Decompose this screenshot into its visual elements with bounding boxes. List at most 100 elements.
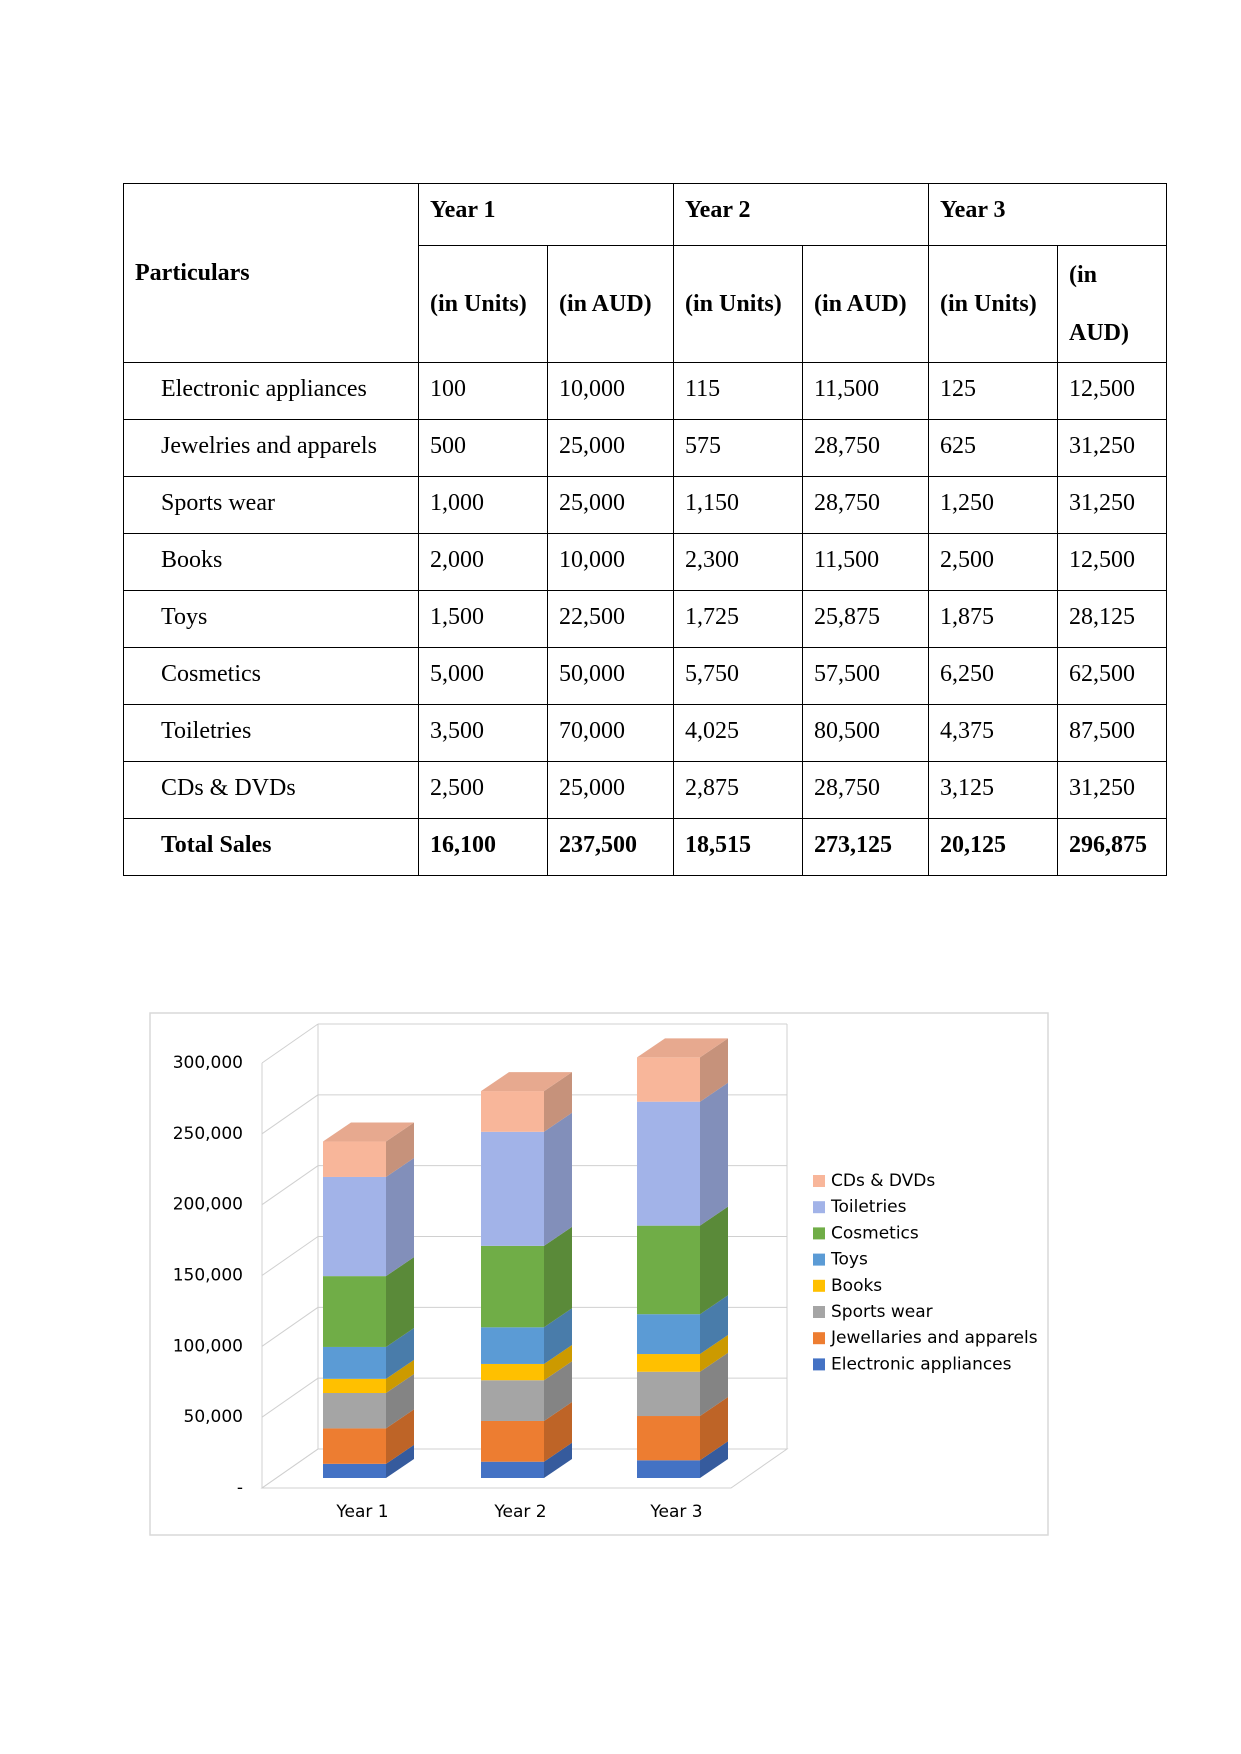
bar-segment [481,1131,544,1246]
table-cell: Sports wear [123,476,419,534]
table-cell: 575 [673,419,803,477]
table-cell: 31,250 [1057,761,1167,819]
legend-swatch [813,1227,825,1240]
table-cell: 50,000 [547,647,674,705]
bar-segment [481,1420,544,1462]
bar-segment [323,1141,386,1177]
bar-segment [637,1416,700,1461]
table-cell: 6,250 [928,647,1058,705]
legend-swatch [813,1175,825,1187]
bar-side [700,1441,728,1478]
bar-side [700,1206,728,1315]
table-cell: CDs & DVDs [123,761,419,819]
bar-segment [323,1393,386,1429]
grid-line [261,1448,319,1489]
table-cell: 1,500 [418,590,548,648]
table-cell: 4,375 [928,704,1058,762]
legend-label: Sports wear [831,1302,933,1322]
table-cell: (in AUD) [547,245,674,363]
legend-swatch [813,1306,825,1318]
bar-segment [481,1380,544,1421]
table-row: Electronic appliances 100 10,000 115 11,500 1… [123,362,1167,420]
chart-frame [149,1012,1049,1536]
table-cell: Particulars [123,183,419,363]
table-cell: 62,500 [1057,647,1167,705]
bar-segment [323,1378,386,1393]
grid-line [261,1094,319,1135]
bar-segment [323,1346,386,1379]
legend-swatch [813,1253,825,1266]
table-cell: 237,500 [547,818,674,876]
bar-segment [323,1276,386,1347]
table-cell: 5,000 [418,647,548,705]
bar-side [386,1444,414,1478]
bar-top [323,1122,414,1142]
table-cell: Books [123,533,419,591]
table-cell: Toiletries [123,704,419,762]
table-cell: 2,000 [418,533,548,591]
table-cell: 125 [928,362,1058,420]
table-cell: Year 1 [418,183,674,246]
table-cell: Jewelries and apparels [123,419,419,477]
table-cell: 500 [418,419,548,477]
table-cell: 4,025 [673,704,803,762]
y-tick-label: 250,000 [173,1124,243,1144]
table-cell: 18,515 [673,818,803,876]
legend-swatch [813,1332,825,1345]
table-cell: Electronic appliances [123,362,419,420]
bar-side [386,1327,414,1379]
bar-segment [481,1091,544,1132]
table-cell: 80,500 [802,704,929,762]
x-tick-label: Year 2 [493,1502,546,1522]
table-cell: 296,875 [1057,818,1167,876]
bar-side [386,1257,414,1347]
table-cell: 12,500 [1057,362,1167,420]
table-cell: 115 [673,362,803,420]
bar-segment [481,1363,544,1381]
table-row: Total Sales 16,100 237,500 18,515 273,125 20,… [123,818,1167,876]
grid-line [261,1023,319,1064]
bar-side [700,1397,728,1461]
bar-side [544,1226,572,1328]
table-cell: (in Units) [418,245,548,363]
bar-top [481,1072,572,1092]
bar-segment [637,1225,700,1315]
bar-side [386,1409,414,1464]
bar-side [700,1038,728,1102]
table-row: Toiletries 3,500 70,000 4,025 80,500 4,375 87,… [123,704,1167,762]
y-tick-label: 100,000 [173,1336,243,1356]
table-cell: Year 2 [673,183,929,246]
bar-side [544,1112,572,1246]
table-cell: 1,150 [673,476,803,534]
legend-swatch [813,1201,825,1214]
table-cell: 25,000 [547,419,674,477]
bar-side [386,1359,414,1393]
bar-segment [323,1176,386,1277]
table-cell: 2,500 [418,761,548,819]
bar-top [637,1038,728,1058]
bar-side [544,1361,572,1421]
table-cell: Total Sales [123,818,419,876]
table-cell: 87,500 [1057,704,1167,762]
legend-label: Books [831,1276,882,1296]
legend-label: Electronic appliances [831,1354,1012,1374]
legend-swatch [813,1358,825,1371]
table-cell: 25,000 [547,476,674,534]
table-cell: 28,750 [802,419,929,477]
table-cell: (in Units) [928,245,1058,363]
y-tick-label: 150,000 [173,1266,243,1286]
table-cell: (in AUD) [802,245,929,363]
y-tick-label: 200,000 [173,1195,243,1215]
table-cell: 3,500 [418,704,548,762]
grid-line [261,1306,319,1347]
bar-segment [481,1327,544,1364]
grid-line [261,1377,319,1418]
table-cell: Cosmetics [123,647,419,705]
bar-segment [637,1314,700,1355]
bar-side [700,1352,728,1417]
bar-segment [323,1428,386,1464]
table-cell: 57,500 [802,647,929,705]
table-row: Toys 1,500 22,500 1,725 25,875 1,875 28,125 [123,590,1167,648]
bar-segment [637,1354,700,1372]
table-cell: 5,750 [673,647,803,705]
